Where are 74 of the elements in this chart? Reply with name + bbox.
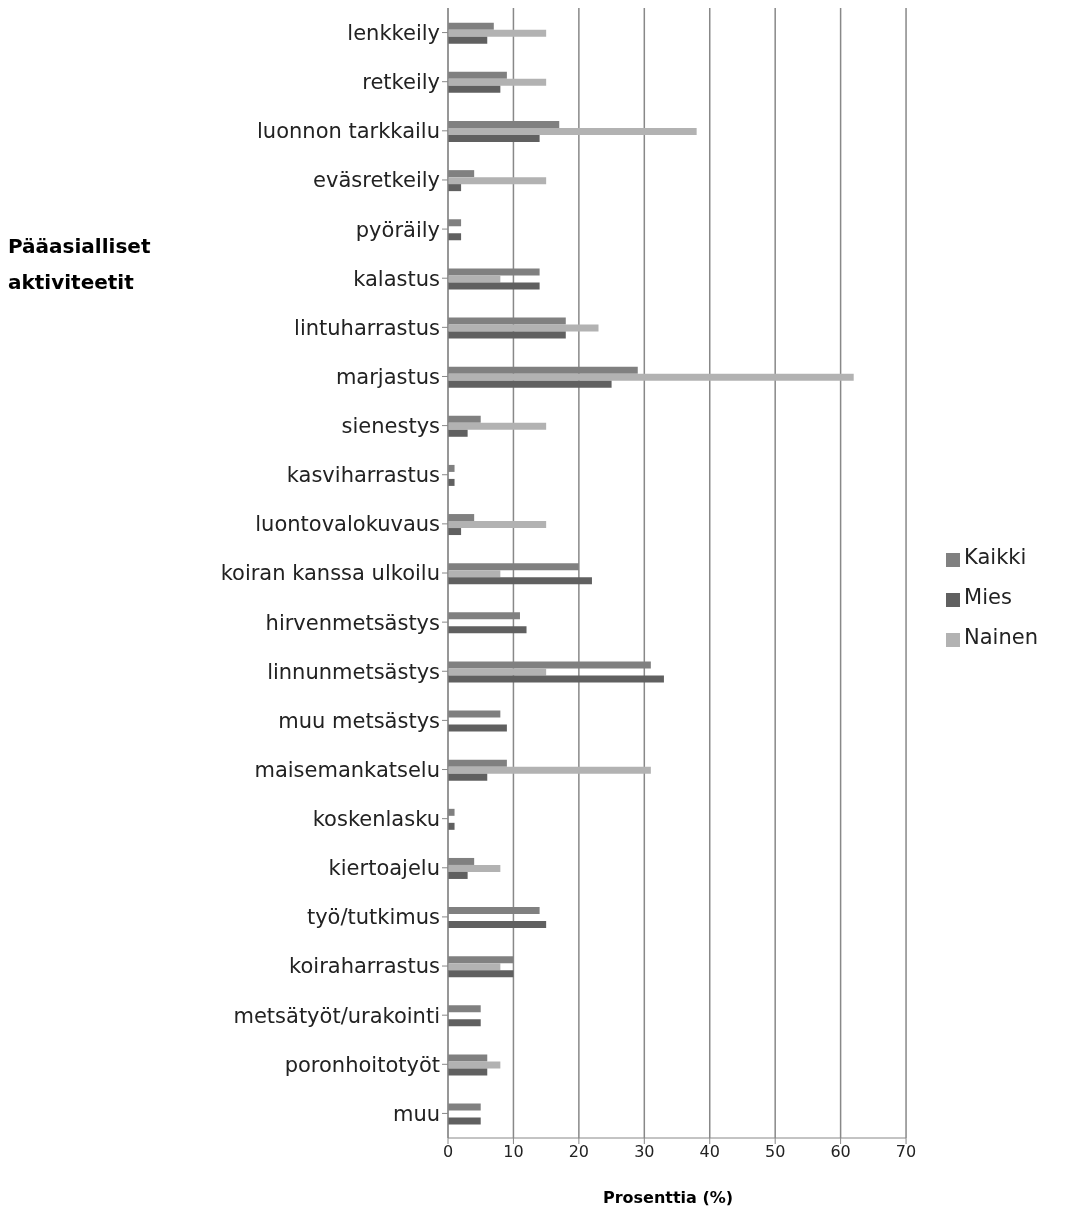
bar [448, 233, 462, 241]
y-tick-label: koiraharrastus [289, 954, 440, 979]
y-tick-label: marjastus [335, 364, 440, 389]
y-tick-label: poronhoitotyöt [284, 1052, 440, 1077]
y-tick-label: maisemankatselu [254, 757, 440, 782]
x-tick-label: 70 [895, 1142, 917, 1162]
y-tick-label: koiran kanssa ulkoilu [220, 561, 440, 586]
bar [448, 78, 547, 86]
bar [448, 963, 501, 971]
bar [448, 1068, 488, 1076]
bar [448, 921, 547, 929]
x-tick-label: 20 [568, 1142, 590, 1162]
y-tick-label: sienestys [341, 414, 440, 439]
bar [448, 380, 612, 388]
bar [448, 135, 540, 142]
bar [448, 282, 540, 290]
y-tick-label: retkeily [362, 70, 440, 95]
bar [448, 668, 547, 676]
y-tick-label: metsätyöt/urakointi [233, 1003, 440, 1028]
legend-label: Kaikki [964, 545, 1027, 569]
bar [448, 275, 501, 283]
y-tick-label: kasviharrastus [286, 463, 440, 488]
y-tick-label: eväsretkeily [313, 168, 440, 193]
bar [448, 324, 599, 332]
y-tick-label: työ/tutkimus [306, 905, 440, 930]
bar [448, 822, 455, 830]
x-axis-title: Prosenttia (%) [601, 1188, 735, 1207]
bar [448, 85, 501, 93]
bar [448, 422, 547, 430]
bar [448, 29, 547, 37]
y-tick-label: luontovalokuvaus [255, 512, 440, 537]
bar [448, 36, 488, 44]
bar [448, 570, 501, 578]
bar [448, 128, 697, 135]
y-tick-label: kiertoajelu [328, 856, 440, 881]
bar [448, 1019, 481, 1027]
y-tick-label: koskenlasku [312, 807, 440, 832]
x-tick-label: 40 [699, 1142, 720, 1162]
y-axis-title: Pääasialliset aktiviteetit [8, 233, 152, 296]
bar [448, 970, 514, 978]
y-tick-label: hirvenmetsästys [265, 610, 440, 635]
x-tick-label: 10 [503, 1142, 524, 1162]
bar [448, 864, 501, 872]
bar [448, 773, 488, 781]
bar [448, 528, 462, 536]
y-tick-label: pyöräily [355, 217, 440, 242]
bar [448, 675, 664, 683]
legend-label: Mies [964, 585, 1012, 609]
y-tick-label: lintuharrastus [294, 315, 440, 340]
y-tick-label: muu [392, 1101, 440, 1126]
bar [448, 626, 527, 634]
y-tick-label: muu metsästys [278, 708, 440, 733]
y-tick-label: linnunmetsästys [267, 659, 440, 684]
y-tick-label: kalastus [353, 266, 440, 291]
bar [448, 766, 651, 774]
y-tick-label: lenkkeily [347, 21, 440, 46]
y-tick-label: luonnon tarkkailu [257, 119, 440, 144]
bar [448, 331, 566, 339]
x-tick-label: 50 [765, 1142, 786, 1162]
bar [448, 871, 468, 879]
bar [448, 521, 547, 529]
bar [448, 577, 592, 585]
x-tick-label: 60 [830, 1142, 851, 1162]
bar [448, 184, 462, 192]
bar [448, 478, 455, 486]
bar [448, 177, 547, 185]
x-tick-label: 30 [634, 1142, 655, 1162]
bar [448, 724, 507, 732]
bar [448, 1117, 481, 1125]
bar [448, 373, 854, 381]
legend-label: Nainen [964, 625, 1038, 649]
bar [448, 429, 468, 437]
bar [448, 1061, 501, 1069]
x-tick-label: 0 [442, 1142, 454, 1162]
